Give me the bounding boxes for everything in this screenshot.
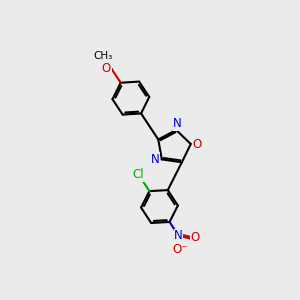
Text: N: N bbox=[151, 153, 160, 166]
Text: O: O bbox=[102, 62, 111, 75]
Text: O⁻: O⁻ bbox=[172, 244, 188, 256]
Text: Cl: Cl bbox=[132, 168, 144, 181]
Text: O: O bbox=[193, 137, 202, 151]
Text: O: O bbox=[190, 231, 200, 244]
Text: N: N bbox=[174, 229, 183, 242]
Text: N: N bbox=[173, 117, 182, 130]
Text: CH₃: CH₃ bbox=[94, 51, 113, 61]
